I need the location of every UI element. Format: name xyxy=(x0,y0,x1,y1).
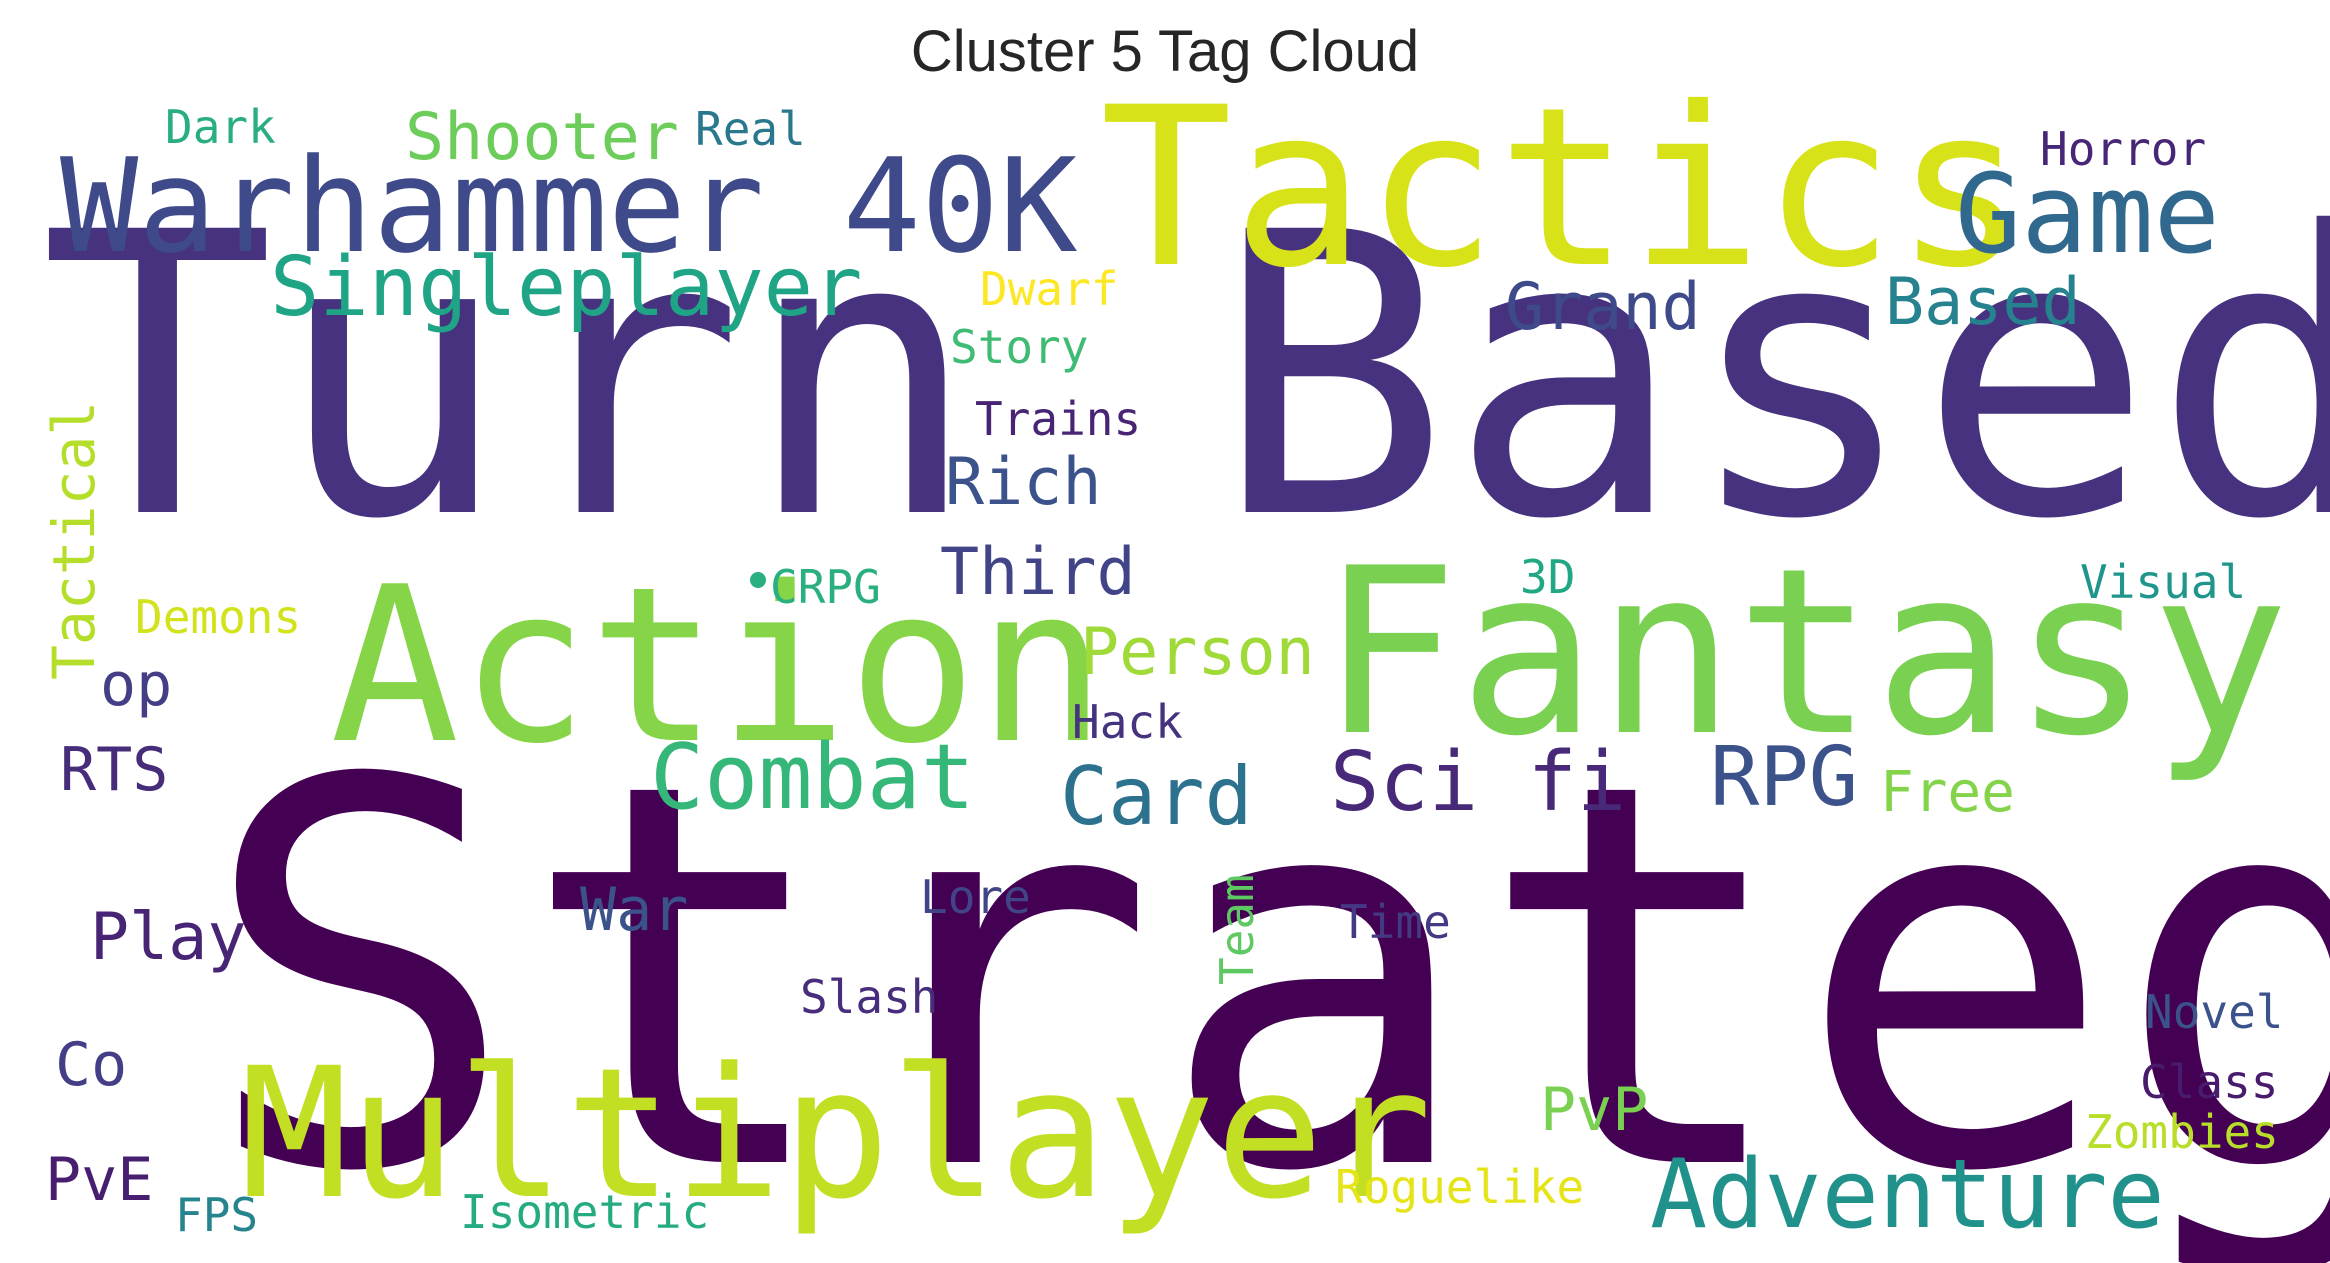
word-fantasy: Fantasy xyxy=(1320,520,2289,787)
word-story: Story xyxy=(950,320,1088,374)
word-rpg: RPG xyxy=(1710,730,1858,825)
word-fps: FPS xyxy=(175,1188,258,1242)
word-war: War xyxy=(580,875,688,945)
word-play: Play xyxy=(90,900,247,975)
word-op: op xyxy=(100,650,172,720)
word-horror: Horror xyxy=(2040,122,2206,176)
word-free: Free xyxy=(1880,760,2015,825)
word-warhammer-40k: Warhammer 40K xyxy=(60,130,1077,282)
word-demons: Demons xyxy=(135,590,301,644)
word-visual: Visual xyxy=(2080,555,2246,609)
word-hack: Hack xyxy=(1072,695,1183,749)
word-isometric: Isometric xyxy=(460,1185,709,1239)
word-strategy: Strategy xyxy=(200,670,2330,1263)
word-3d: 3D xyxy=(1520,550,1575,604)
word-card: Card xyxy=(1060,750,1253,843)
word-dot xyxy=(750,572,766,588)
word-dark: Dark xyxy=(165,100,276,154)
word-slash: Slash xyxy=(800,970,938,1024)
word-grand: Grand xyxy=(1505,270,1701,345)
word-dwarf: Dwarf xyxy=(980,262,1118,316)
word-sci-fi: Sci fi xyxy=(1330,735,1626,830)
word-roguelike: Roguelike xyxy=(1335,1160,1584,1214)
word-crpg: CRPG xyxy=(770,560,881,614)
word-pvp: PvP xyxy=(1540,1075,1648,1145)
word-turn-based: Turn Based xyxy=(40,150,2330,604)
word-novel: Novel xyxy=(2145,985,2283,1039)
word-person: Person xyxy=(1080,615,1315,690)
word-shooter: Shooter xyxy=(405,100,679,175)
word-rich: Rich xyxy=(945,445,1102,520)
word-class: Class xyxy=(2140,1055,2278,1109)
word-real: Real xyxy=(695,102,806,156)
word-third: Third xyxy=(940,535,1136,610)
word-lore: Lore xyxy=(920,870,1031,924)
word-co: Co xyxy=(55,1030,127,1100)
word-adventure: Adventure xyxy=(1650,1140,2165,1250)
word-trains: Trains xyxy=(975,392,1141,446)
chart-title: Cluster 5 Tag Cloud xyxy=(910,19,1420,84)
word-tactics: Tactics xyxy=(1100,60,2027,316)
word-singleplayer: Singleplayer xyxy=(270,240,862,335)
word-rts: RTS xyxy=(60,735,168,805)
word-based: Based xyxy=(1885,265,2081,340)
word-tactical: Tactical xyxy=(40,401,108,680)
word-team: Team xyxy=(1210,874,1264,985)
word-zombies: Zombies xyxy=(2085,1105,2279,1159)
word-pve: PvE xyxy=(45,1145,153,1215)
word-time: Time xyxy=(1340,895,1451,949)
word-multiplayer: Multiplayer xyxy=(240,1030,1432,1239)
word-combat: Combat xyxy=(650,725,975,830)
word-game: Game xyxy=(1955,150,2220,278)
word-action: Action xyxy=(330,540,1107,791)
